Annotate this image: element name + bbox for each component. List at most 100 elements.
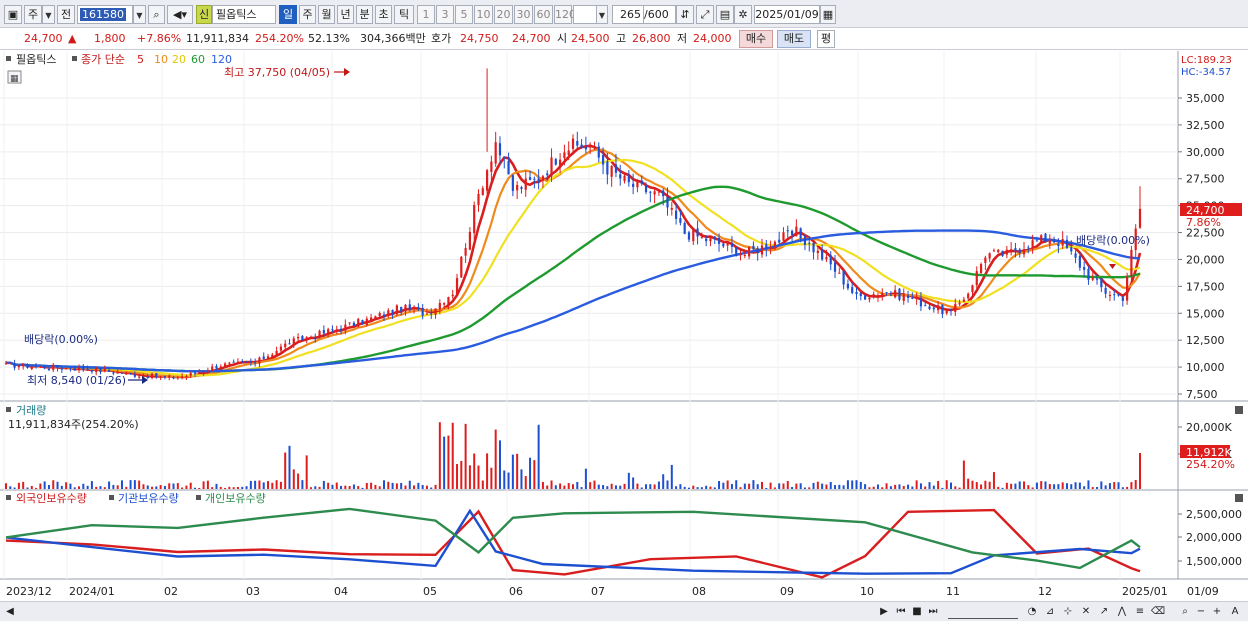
- interval-1[interactable]: 1: [417, 5, 435, 24]
- tab-day[interactable]: 일: [279, 5, 297, 24]
- code-dropdown-icon[interactable]: ▼: [133, 5, 146, 24]
- holding-line-0: [5, 508, 1141, 579]
- volume-bar: [825, 484, 828, 489]
- volume-bar: [589, 482, 592, 489]
- interval-30[interactable]: 30: [514, 5, 533, 24]
- legend-bullet: [6, 495, 11, 500]
- volume-bar: [305, 455, 308, 489]
- save-icon[interactable]: ▤: [716, 5, 734, 24]
- volume-bar: [434, 484, 437, 489]
- volume-bar: [370, 482, 373, 489]
- volume-bar: [292, 469, 295, 489]
- tab-second[interactable]: 초: [375, 5, 392, 24]
- interval-10[interactable]: 10: [474, 5, 493, 24]
- volume-bar: [696, 487, 699, 489]
- candle-body: [485, 170, 489, 191]
- candle-body: [1108, 295, 1112, 297]
- calendar-icon[interactable]: ▦: [820, 5, 836, 24]
- interval-3[interactable]: 3: [436, 5, 454, 24]
- draw-tool-icon[interactable]: ⤢: [696, 5, 714, 24]
- compare-icon[interactable]: ◔: [1027, 606, 1037, 617]
- rewind-icon[interactable]: ⏮: [896, 606, 906, 617]
- channel-icon[interactable]: ⋀: [1117, 606, 1127, 617]
- zoom-out-icon[interactable]: −: [1196, 606, 1206, 617]
- delete-drawing-icon[interactable]: ⌫: [1150, 606, 1166, 617]
- volume-bar: [687, 487, 690, 489]
- candle-body: [1078, 255, 1081, 268]
- candle-type-icon[interactable]: ⇵: [676, 5, 694, 24]
- avg-button[interactable]: 평: [817, 30, 835, 48]
- speaker-icon[interactable]: ◀▾: [167, 5, 193, 24]
- prev-button[interactable]: 전: [57, 5, 75, 24]
- ma-10-label: 10: [154, 53, 168, 66]
- buy-button[interactable]: 매수: [739, 30, 773, 48]
- candle-body: [296, 336, 300, 339]
- candle-body: [554, 159, 557, 165]
- interval-dropdown-icon[interactable]: ▼: [596, 5, 608, 24]
- volume-close-icon[interactable]: [1235, 406, 1243, 414]
- candle-body: [700, 236, 703, 238]
- count-max: /600: [644, 5, 676, 24]
- volume-bar: [125, 486, 128, 489]
- tab-minute[interactable]: 분: [356, 5, 373, 24]
- candle-body: [34, 366, 38, 368]
- tab-month[interactable]: 월: [318, 5, 335, 24]
- market-select[interactable]: 주: [24, 5, 42, 24]
- volume-bar: [344, 485, 347, 489]
- forward-icon[interactable]: ⏭: [928, 606, 938, 617]
- stop-icon[interactable]: ■: [912, 606, 922, 617]
- candle-body: [236, 361, 240, 363]
- x-axis-label: 08: [692, 585, 706, 598]
- gear-icon[interactable]: ✲: [734, 5, 752, 24]
- code-input[interactable]: 161580: [77, 5, 133, 24]
- trendline-icon[interactable]: ↗: [1099, 606, 1109, 617]
- volume-bar: [5, 483, 7, 489]
- volume-bar: [142, 484, 145, 489]
- font-size-icon[interactable]: A: [1231, 606, 1239, 617]
- interval-5[interactable]: 5: [455, 5, 473, 24]
- volume-bar: [859, 481, 862, 489]
- volume-bar: [885, 483, 888, 489]
- scroll-right-icon[interactable]: ▶: [880, 606, 888, 617]
- interval-120[interactable]: 120: [554, 5, 576, 24]
- candle-body: [1138, 208, 1142, 228]
- volume-bar: [962, 460, 965, 489]
- layout-icon[interactable]: ▣: [4, 5, 22, 24]
- tab-year[interactable]: 년: [337, 5, 354, 24]
- dividend-left-note: 배당락(0.00%): [24, 333, 98, 346]
- tab-tick[interactable]: 틱: [394, 5, 414, 24]
- zoom-in-icon[interactable]: +: [1212, 606, 1222, 617]
- chart-area[interactable]: 35,00032,50030,00027,50025,00022,50020,0…: [0, 51, 1248, 601]
- candle-body: [563, 152, 566, 159]
- search-icon[interactable]: ⌕: [148, 5, 165, 24]
- candle-body: [361, 320, 364, 325]
- tab-week[interactable]: 주: [299, 5, 316, 24]
- fib-icon[interactable]: ≡: [1135, 606, 1145, 617]
- scroll-left-icon[interactable]: ◀: [6, 606, 14, 617]
- table-view-glyph: ▦: [10, 74, 19, 84]
- interval-20[interactable]: 20: [494, 5, 513, 24]
- price-chart[interactable]: 35,00032,50030,00027,50025,00022,50020,0…: [0, 51, 1248, 601]
- candle-body: [528, 177, 532, 180]
- candle-body: [305, 337, 308, 340]
- volume-bar: [22, 481, 25, 489]
- date-input[interactable]: 2025/01/09: [754, 5, 820, 24]
- count-input[interactable]: 265: [612, 5, 644, 24]
- sell-button[interactable]: 매도: [777, 30, 811, 48]
- zoom-slider[interactable]: [948, 604, 1018, 619]
- zoom-search-icon[interactable]: ⌕: [1182, 606, 1188, 617]
- holding-close-icon[interactable]: [1235, 494, 1243, 502]
- interval-60[interactable]: 60: [534, 5, 553, 24]
- table-view-icon[interactable]: [7, 70, 22, 84]
- crosshair-icon[interactable]: ✕: [1081, 606, 1091, 617]
- candle-body: [537, 178, 540, 183]
- candle-body: [674, 210, 678, 219]
- stock-name-field[interactable]: 필옵틱스: [212, 5, 276, 24]
- candle-body: [735, 247, 738, 257]
- candle-body: [769, 247, 772, 249]
- select-icon[interactable]: ⊹: [1063, 606, 1073, 617]
- market-dropdown-icon[interactable]: ▼: [42, 5, 55, 24]
- volume-bar: [778, 483, 781, 489]
- volume-bar: [563, 485, 566, 489]
- ruler-icon[interactable]: ⊿: [1045, 606, 1055, 617]
